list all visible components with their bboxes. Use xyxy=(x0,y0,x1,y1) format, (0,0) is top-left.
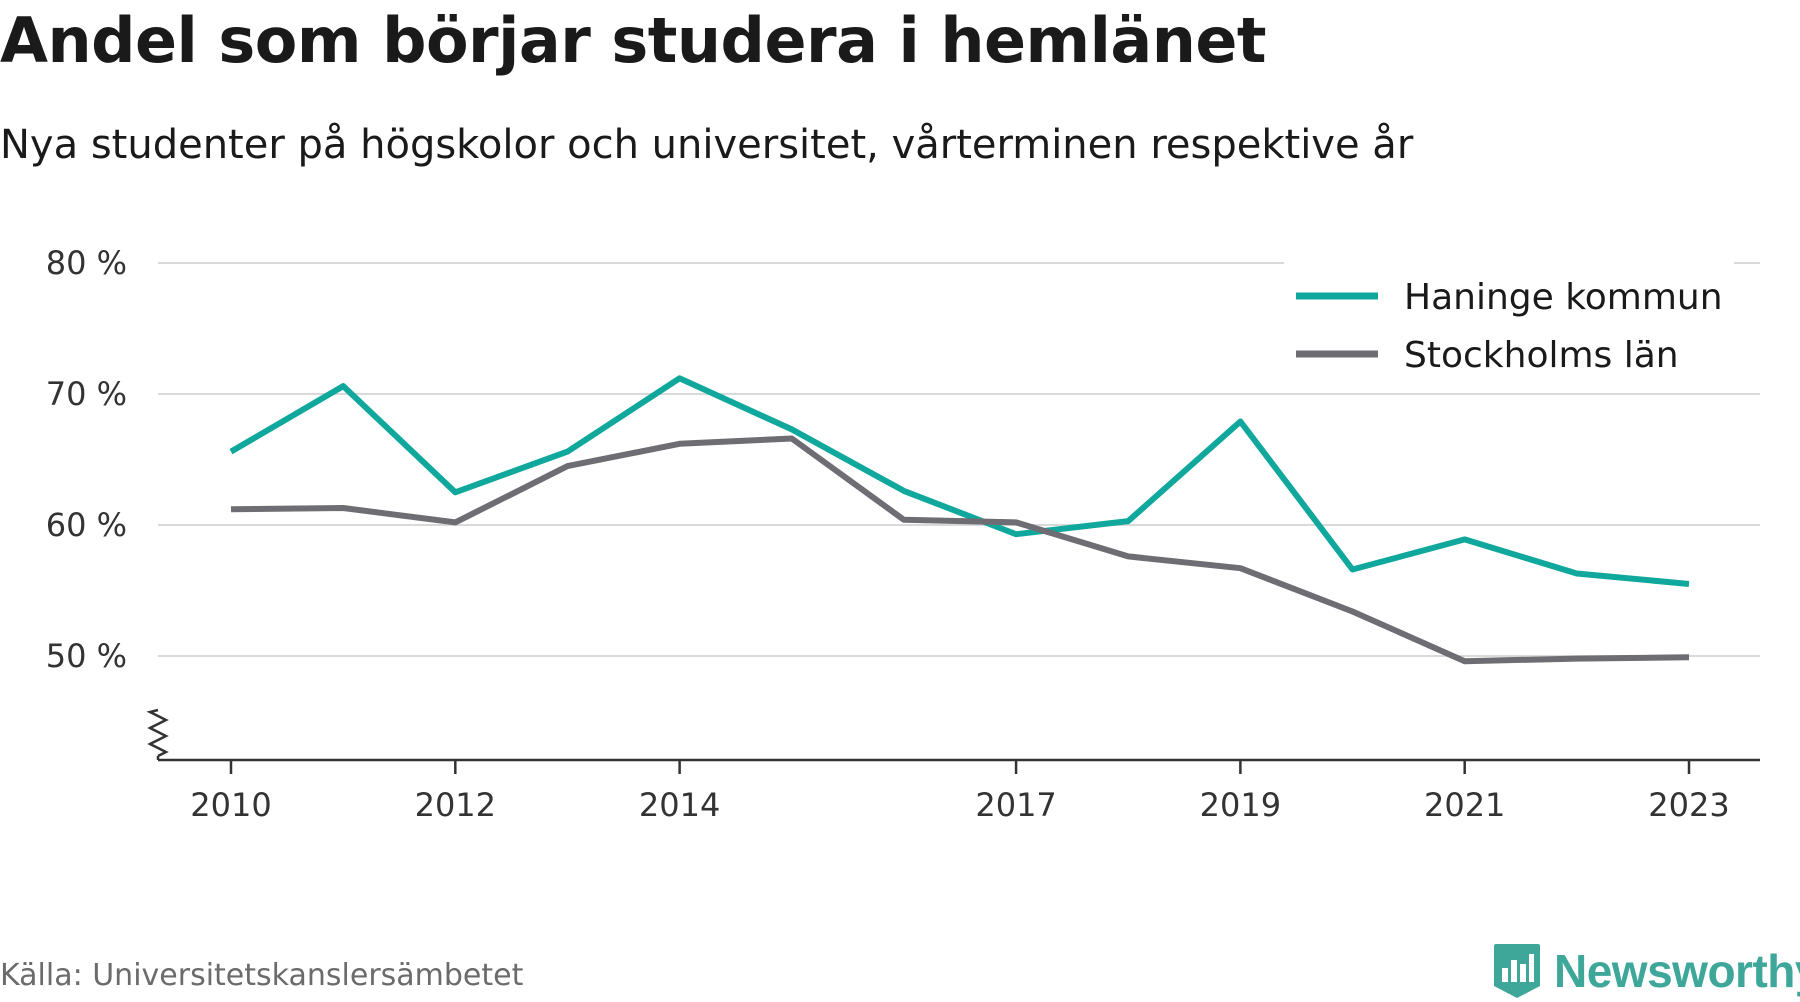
legend-label: Haninge kommun xyxy=(1404,277,1723,318)
series-lines xyxy=(229,375,1690,665)
y-tick-label: 70 % xyxy=(46,375,127,413)
y-tick-label: 50 % xyxy=(46,637,127,675)
x-tick-label: 2023 xyxy=(1648,786,1729,824)
y-tick-label: 80 % xyxy=(46,244,127,282)
brand-name: Newsworthy xyxy=(1554,945,1800,997)
x-tick-label: 2012 xyxy=(415,786,496,824)
legend-background xyxy=(1284,250,1734,390)
legend[interactable]: Haninge kommun Stockholms län xyxy=(1284,250,1734,390)
series-line-haninge xyxy=(229,375,1690,587)
brand-logo[interactable]: Newsworthy xyxy=(1492,940,1800,1002)
legend-item-haninge[interactable]: Haninge kommun xyxy=(1296,277,1723,318)
chart-subtitle: Nya studenter på högskolor och universit… xyxy=(0,122,1414,168)
y-axis-ticks: 80 % 70 % 60 % 50 % xyxy=(46,244,127,675)
x-axis xyxy=(146,708,1760,762)
x-axis-ticks: 2010 2012 2014 2017 2019 2021 2023 xyxy=(190,760,1730,824)
y-tick-label: 60 % xyxy=(46,506,127,544)
legend-label: Stockholms län xyxy=(1404,335,1679,376)
x-tick-label: 2017 xyxy=(975,786,1056,824)
chart-title: Andel som börjar studera i hemlänet xyxy=(0,4,1267,77)
x-tick-label: 2019 xyxy=(1200,786,1281,824)
series-line-stockholm xyxy=(230,435,1690,665)
x-tick-label: 2010 xyxy=(190,786,271,824)
x-tick-label: 2021 xyxy=(1424,786,1505,824)
bar-chart-badge-icon xyxy=(1494,944,1540,998)
x-tick-label: 2014 xyxy=(639,786,720,824)
source-note: Källa: Universitetskanslersämbetet xyxy=(0,958,524,993)
legend-item-stockholm[interactable]: Stockholms län xyxy=(1296,335,1679,376)
axis-break-icon xyxy=(146,708,169,758)
